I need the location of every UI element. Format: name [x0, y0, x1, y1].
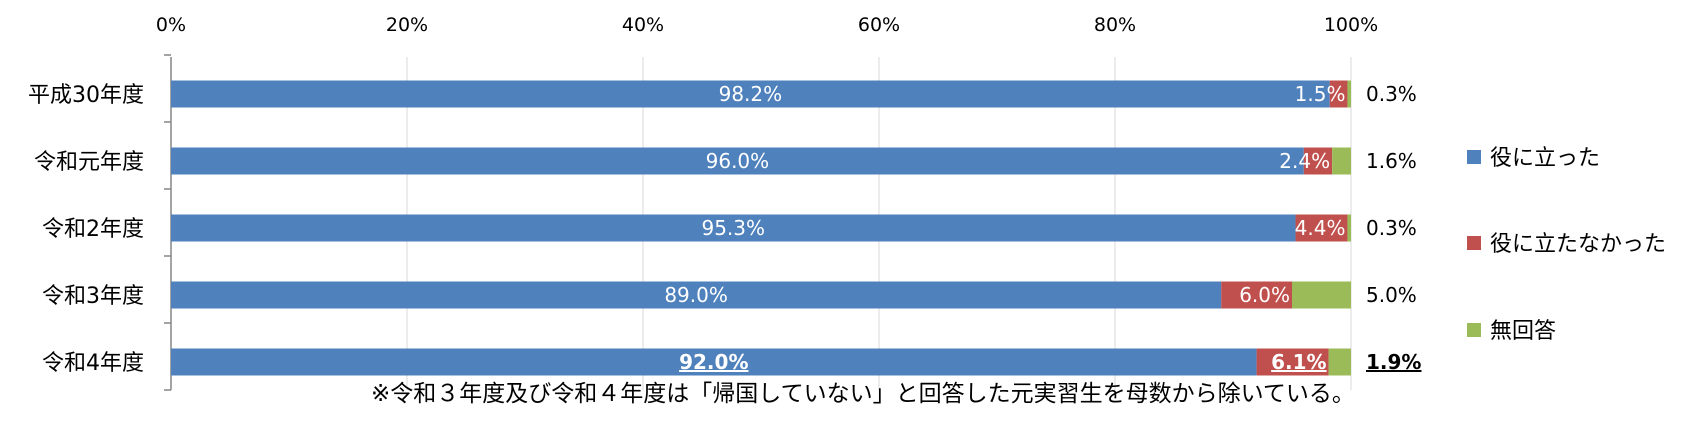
bar-segment [1347, 214, 1351, 242]
x-tick-label: 80% [1094, 14, 1136, 36]
bar-segment [171, 214, 1296, 242]
data-label: 6.1% [1271, 350, 1326, 374]
category-label: 令和4年度 [42, 351, 144, 376]
x-tick-label: 40% [622, 14, 664, 36]
category-label: 令和3年度 [42, 284, 144, 309]
data-labels: 98.2% 1.5% 0.3% 96.0% 2.4% 1.6% 95.3% 4.4% 0.3% 8… [664, 82, 1421, 374]
data-label: 89.0% [664, 283, 728, 307]
bar-segment [171, 147, 1304, 175]
bar-segment [1221, 281, 1292, 309]
bar-segment [1332, 147, 1351, 175]
bar-segment [1303, 147, 1333, 175]
category-label: 令和元年度 [34, 150, 144, 175]
data-label: 0.3% [1366, 216, 1417, 240]
bar-segment [1256, 348, 1329, 376]
data-label: 92.0% [679, 350, 748, 374]
data-label: 95.3% [701, 216, 765, 240]
data-label: 5.0% [1366, 283, 1417, 307]
legend-label: 無回答 [1490, 319, 1556, 344]
bar-segment [1347, 80, 1351, 108]
legend-swatch [1467, 323, 1481, 337]
bar-segment [171, 348, 1257, 376]
data-label: 98.2% [719, 82, 783, 106]
legend-swatch [1467, 150, 1481, 164]
x-tick-label: 60% [858, 14, 900, 36]
x-tick-labels: 0% 20% 40% 60% 80% 100% [156, 14, 1378, 36]
legend-label: 役に立った [1490, 146, 1600, 171]
bar-segment [1295, 214, 1348, 242]
bars [171, 80, 1351, 376]
legend-label: 役に立たなかった [1490, 232, 1666, 257]
bar-segment [1329, 80, 1348, 108]
data-label: 1.9% [1366, 350, 1421, 374]
data-label: 2.4% [1279, 149, 1330, 173]
footnote: ※令和３年度及び令和４年度は「帰国していない」と回答した元実習生を母数から除いて… [371, 381, 1355, 407]
data-label: 96.0% [706, 149, 770, 173]
data-label: 4.4% [1295, 216, 1346, 240]
category-label: 令和2年度 [42, 217, 144, 242]
x-tick-label: 0% [156, 14, 186, 36]
data-label: 0.3% [1366, 82, 1417, 106]
data-label: 6.0% [1239, 283, 1290, 307]
data-label: 1.5% [1295, 82, 1346, 106]
data-label: 1.6% [1366, 149, 1417, 173]
axes [164, 54, 172, 391]
legend-swatch [1467, 236, 1481, 250]
x-tick-label: 20% [386, 14, 428, 36]
bar-segment [171, 281, 1222, 309]
bar-segment [1328, 348, 1351, 376]
x-tick-label: 100% [1324, 14, 1378, 36]
bar-segment [1292, 281, 1351, 309]
category-label: 平成30年度 [28, 83, 144, 108]
bar-segment [171, 80, 1330, 108]
